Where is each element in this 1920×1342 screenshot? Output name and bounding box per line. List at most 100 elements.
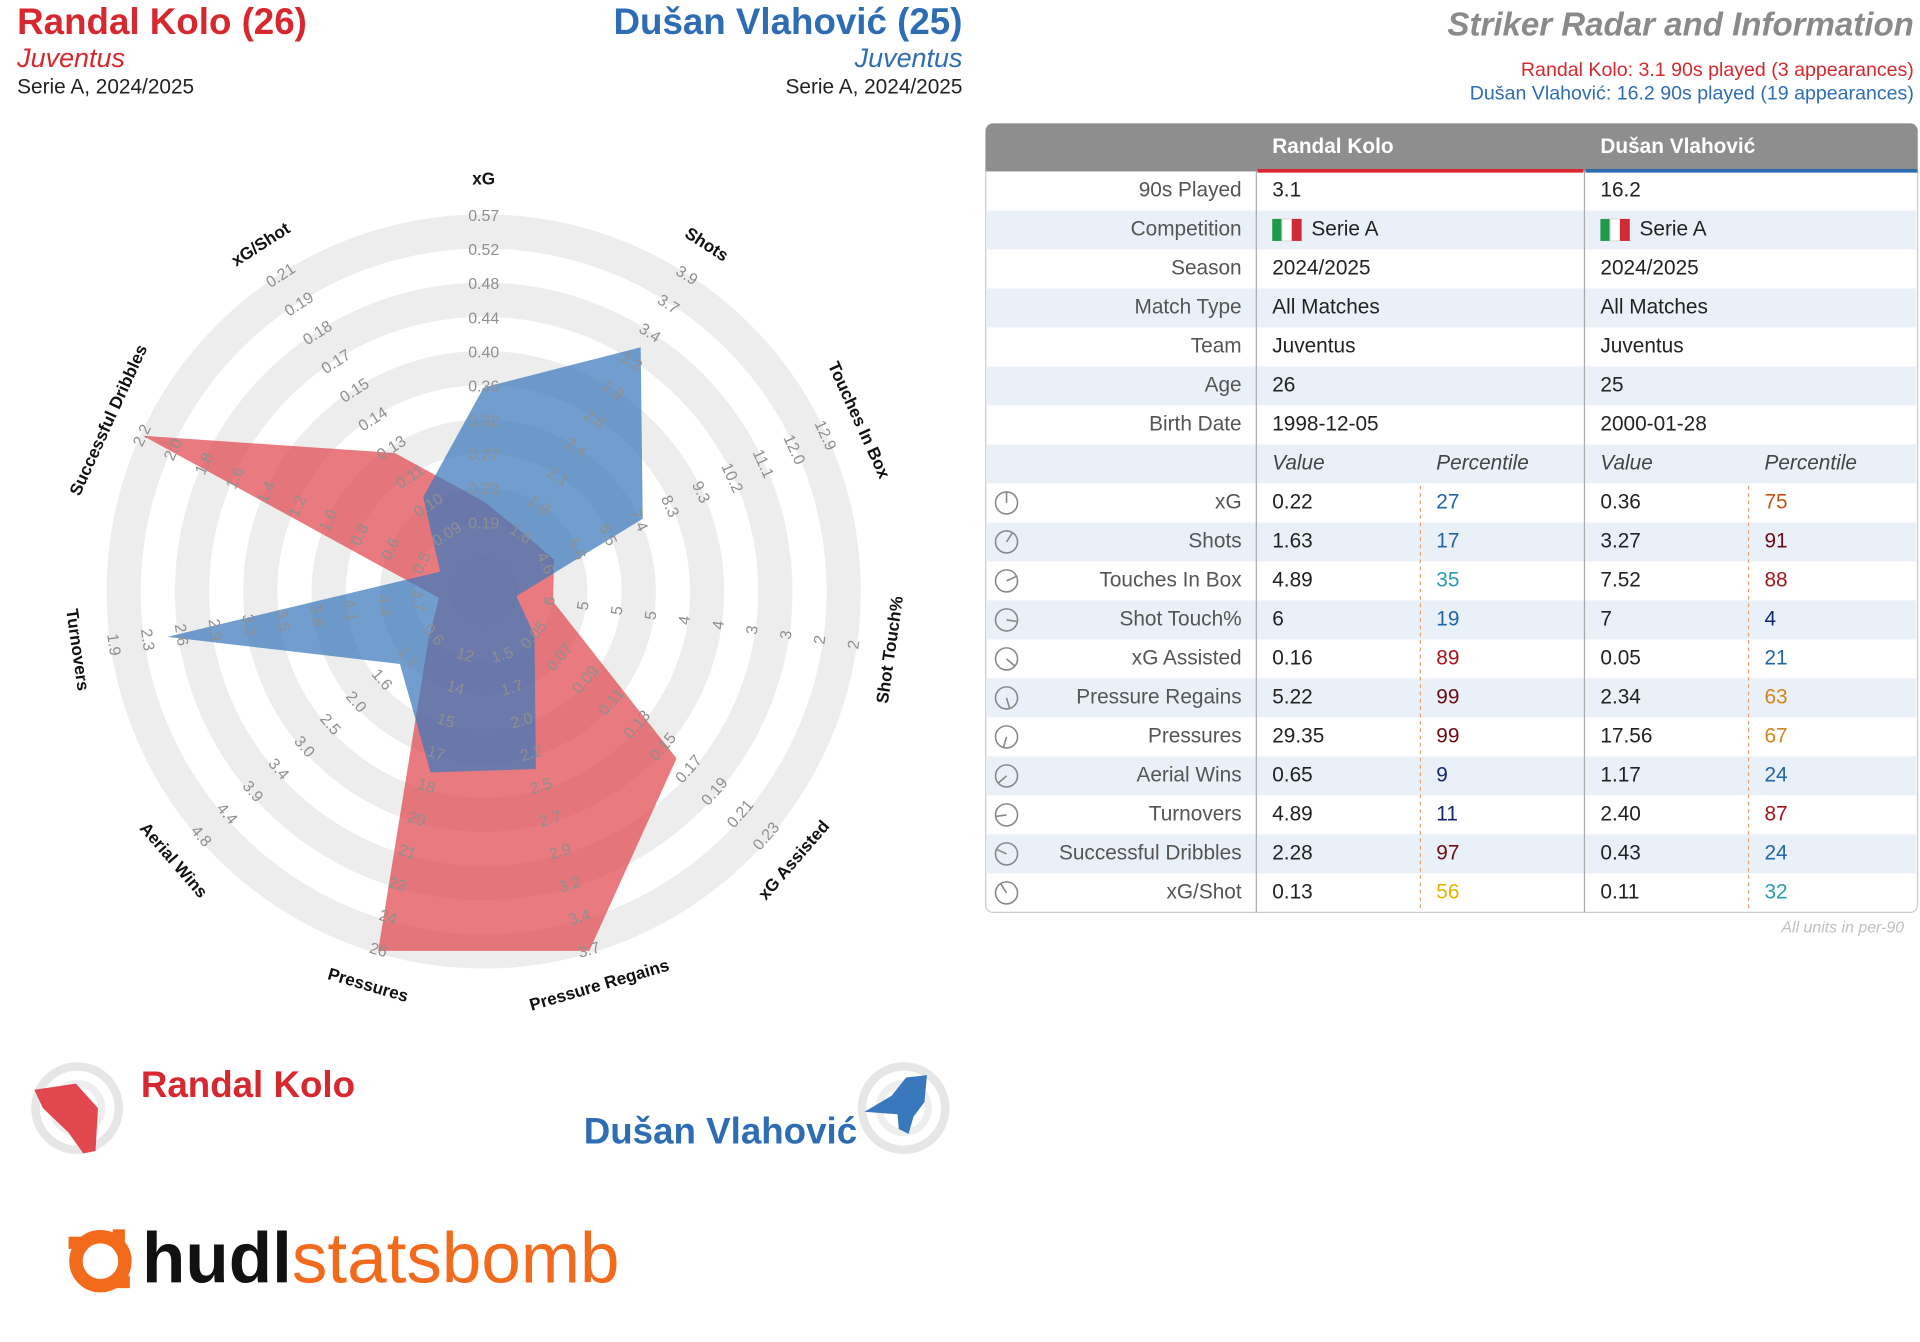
tick-label: 0.32 [468,413,499,430]
stat-icon [994,530,1019,554]
tick-label: 24 [377,907,399,928]
footnote: All units in per-90 [1780,920,1904,937]
cell: 4.89 [1272,568,1312,591]
tick-label: 15 [435,711,457,732]
percentile: 87 [1764,802,1787,825]
cell: 2000-01-28 [1600,412,1706,435]
player-team: Juventus [16,43,125,73]
cell: 2.40 [1600,802,1640,825]
logo-part: hudl [142,1219,292,1298]
row-label: Match Type [1134,295,1241,318]
subheader: Value [1600,451,1652,474]
stat-icon [994,647,1019,671]
row-stripe [986,522,1917,562]
tick-label: 4.4 [374,594,394,618]
percentile: 17 [1436,529,1459,552]
player-name: Randal Kolo (26) [17,1,307,42]
tick-label: 6 [541,595,559,606]
tick-label: 3 [744,624,762,635]
tick-label: 2.7 [538,808,564,831]
percentile: 19 [1436,607,1459,630]
legend-icon [857,1062,950,1155]
subheader: Value [1272,451,1324,474]
tick-label: 5 [642,610,660,621]
cell: 1.17 [1600,763,1640,786]
cell: 3.1 [1272,178,1301,201]
player-team: Juventus [854,43,963,73]
cell: 2.34 [1600,685,1640,708]
cell: 0.16 [1272,646,1312,669]
percentile: 4 [1764,607,1776,630]
stat-icon [994,803,1019,827]
axis-label: Pressure Regains [527,955,671,1015]
cell: 0.13 [1272,880,1312,903]
cell: 0.05 [1600,646,1640,669]
axis-label: Pressures [326,963,411,1006]
row-stripe [986,210,1917,250]
stat-icon [994,842,1019,866]
subtitle: Dušan Vlahović: 16.2 90s played (19 appe… [1470,82,1914,104]
tick-label: 26 [367,940,389,961]
percentile: 27 [1436,490,1459,513]
percentile: 24 [1764,841,1787,864]
tick-label: 2.6 [171,623,191,647]
row-label: Pressures [1148,724,1242,747]
axis-label: xG [472,169,495,189]
flag-stripe [1291,218,1302,241]
stat-icon-hand [1006,658,1016,667]
cell: 0.22 [1272,490,1312,513]
cell: Juventus [1600,334,1683,357]
subheader: Percentile [1436,451,1528,474]
stat-icon-hand [1006,575,1017,582]
tick-label: 18 [415,776,437,797]
row-label: xG Assisted [1132,646,1242,669]
logo-icon [68,1229,132,1293]
row-label: Pressure Regains [1076,685,1241,708]
cell: All Matches [1272,295,1380,318]
row-stripe [986,600,1917,640]
percentile: 99 [1436,685,1459,708]
cell: 3.27 [1600,529,1640,552]
column-header: Randal Kolo [1272,135,1393,158]
row-label: Team [1191,334,1242,357]
tick-label: 3.8 [306,603,326,627]
row-label: Successful Dribbles [1059,841,1242,864]
row-stripe [986,834,1917,874]
percentile: 56 [1436,880,1459,903]
cell: 1.63 [1272,529,1312,552]
row-stripe [986,444,1917,484]
percentile: 99 [1436,724,1459,747]
tick-label: 1.7 [499,677,525,700]
axis-label: Turnovers [62,608,94,692]
cell: 0.43 [1600,841,1640,864]
column-underline [1585,168,1918,173]
stat-icon-hand [995,814,1007,818]
stat-icon [994,686,1019,710]
stat-icon [994,881,1019,905]
row-label: Season [1171,256,1242,279]
row-label: Birth Date [1149,412,1241,435]
tick-label: 2.0 [509,710,535,733]
tick-label: 17 [425,743,447,764]
tick-label: 0.40 [468,345,499,362]
tick-label: 2.9 [547,841,573,864]
tick-label: 1.5 [490,644,516,667]
cell: 7 [1600,607,1612,630]
tick-label: 3.7 [576,939,602,962]
page-title: Striker Radar and Information [1447,7,1913,44]
tick-label: 4 [710,620,728,631]
cell: 17.56 [1600,724,1652,747]
subtitle: Randal Kolo: 3.1 90s played (3 appearanc… [1521,59,1914,81]
cell: Juventus [1272,334,1355,357]
tick-label: 2.5 [528,775,554,798]
row-stripe [986,678,1917,718]
percentile: 89 [1436,646,1459,669]
tick-label: 0.48 [468,276,499,293]
cell: Serie A [1311,217,1378,240]
row-label: Turnovers [1149,802,1242,825]
cell: 26 [1272,373,1295,396]
tick-label: 14 [444,678,466,699]
cell: All Matches [1600,295,1708,318]
row-stripe [986,366,1917,406]
